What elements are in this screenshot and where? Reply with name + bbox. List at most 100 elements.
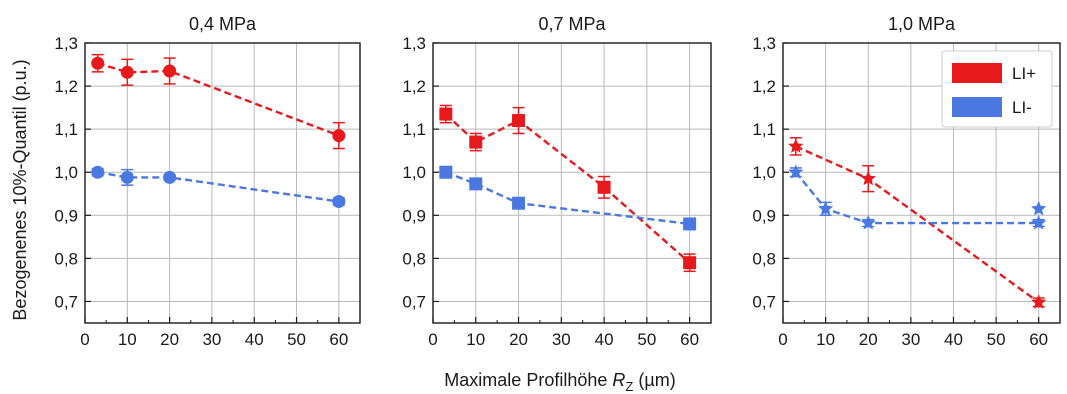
data-point [860,170,876,186]
panel-title: 0,7 MPa [538,14,606,34]
y-tick-label: 1,2 [402,77,426,96]
plot-frame [432,42,712,324]
data-point [1031,294,1047,309]
y-tick-label: 1,2 [752,77,776,96]
y-tick-label: 0,8 [402,249,426,268]
data-point [120,170,134,184]
x-tick-label: 40 [595,330,614,349]
x-tick-label: 40 [245,330,264,349]
y-tick-label: 1,1 [752,120,776,139]
series-line [795,145,1040,304]
x-axis-label-text: Maximale Profilhöhe [444,370,612,390]
legend-label: LI+ [1012,64,1036,83]
y-tick-label: 0,9 [402,206,426,225]
data-point [332,129,346,143]
data-point [512,114,526,128]
data-point [91,165,105,179]
y-tick-label: 1,1 [402,120,426,139]
x-tick-label: 20 [160,330,179,349]
series-line [444,113,691,264]
x-tick-label: 30 [552,330,571,349]
series-LI+ [439,104,697,273]
x-tick-label: 30 [202,330,221,349]
x-tick-label: 20 [509,330,528,349]
series-LI+ [788,137,1047,309]
data-point [469,177,483,191]
legend-label: LI- [1012,98,1032,117]
data-point [683,217,697,231]
y-tick-label: 0,8 [752,249,776,268]
x-tick-label: 30 [901,330,920,349]
series-line [97,171,339,203]
x-tick-label: 20 [859,330,878,349]
y-tick-label: 0,7 [402,292,426,311]
x-tick-label: 10 [118,330,137,349]
y-tick-label: 0,9 [54,206,78,225]
y-tick-label: 1,2 [54,77,78,96]
panel-2: 0 10 20 30 40 50 60 0,7 0,8 0,9 1,0 1,1 1,2 1,3 0,7 MP… [402,14,712,349]
panel-title: 0,4 MPa [189,14,257,34]
x-tick-label: 60 [329,330,348,349]
data-point [163,64,177,78]
x-tick-label: 60 [1029,330,1048,349]
series-LI- [439,165,697,231]
y-tick-label: 0,8 [54,249,78,268]
y-tick-label: 1,1 [54,120,78,139]
series-LI+ [91,53,346,150]
y-tick-label: 1,0 [54,163,78,182]
data-point [332,195,346,209]
data-point [1031,200,1047,216]
data-point [512,196,526,210]
data-point [91,56,105,70]
x-tick-label: 0 [80,330,89,349]
series-LI- [91,165,346,209]
data-point [788,138,804,153]
data-point [788,164,804,179]
plot-frame [84,42,361,324]
y-axis-label: Bezogenenes 10%-Quantil (p.u.) [10,59,30,320]
data-point [818,200,834,216]
x-axis-label-sub: Z [625,379,633,394]
series-line [794,171,1039,225]
x-tick-label: 10 [466,330,485,349]
series-line [97,62,340,137]
data-point [1031,215,1047,230]
series-LI- [788,164,1047,230]
y-tick-label: 1,3 [402,34,426,53]
data-point [683,256,697,270]
y-tick-label: 1,0 [752,163,776,182]
x-axis-label-var: R [612,370,625,390]
series-LI- [1031,200,1047,216]
x-tick-label: 50 [287,330,306,349]
y-tick-label: 1,3 [54,34,78,53]
panel-1: 0 10 20 30 40 50 60 0,7 0,8 0,9 1,0 1,1 1,2 1,3 0,4 MP… [54,14,361,349]
data-point [163,170,177,184]
legend-swatch [952,97,1002,117]
data-point [439,165,453,179]
x-tick-label: 50 [637,330,656,349]
x-tick-label: 10 [816,330,835,349]
plot-frame [782,42,1061,324]
legend: LI+ LI- [941,50,1053,128]
data-point [469,135,483,149]
x-tick-label: 0 [778,330,787,349]
y-tick-label: 0,7 [54,292,78,311]
data-point [597,180,611,194]
data-point [120,65,134,79]
y-tick-label: 0,9 [752,206,776,225]
series-line [445,171,690,226]
data-point [439,107,453,121]
y-tick-label: 1,3 [752,34,776,53]
x-tick-label: 60 [680,330,699,349]
y-tick-label: 1,0 [402,163,426,182]
x-axis-label: Maximale Profilhöhe RZ (µm) [444,370,675,394]
panel-3: 0 10 20 30 40 50 60 0,7 0,8 0,9 1,0 1,1 1,2 1,3 1,0 MP… [752,14,1061,349]
y-tick-label: 0,7 [752,292,776,311]
data-point [860,215,876,230]
panel-title: 1,0 MPa [888,14,956,34]
x-tick-label: 40 [944,330,963,349]
x-axis-label-unit: (µm) [633,370,675,390]
legend-swatch [952,63,1002,83]
x-tick-label: 50 [987,330,1006,349]
